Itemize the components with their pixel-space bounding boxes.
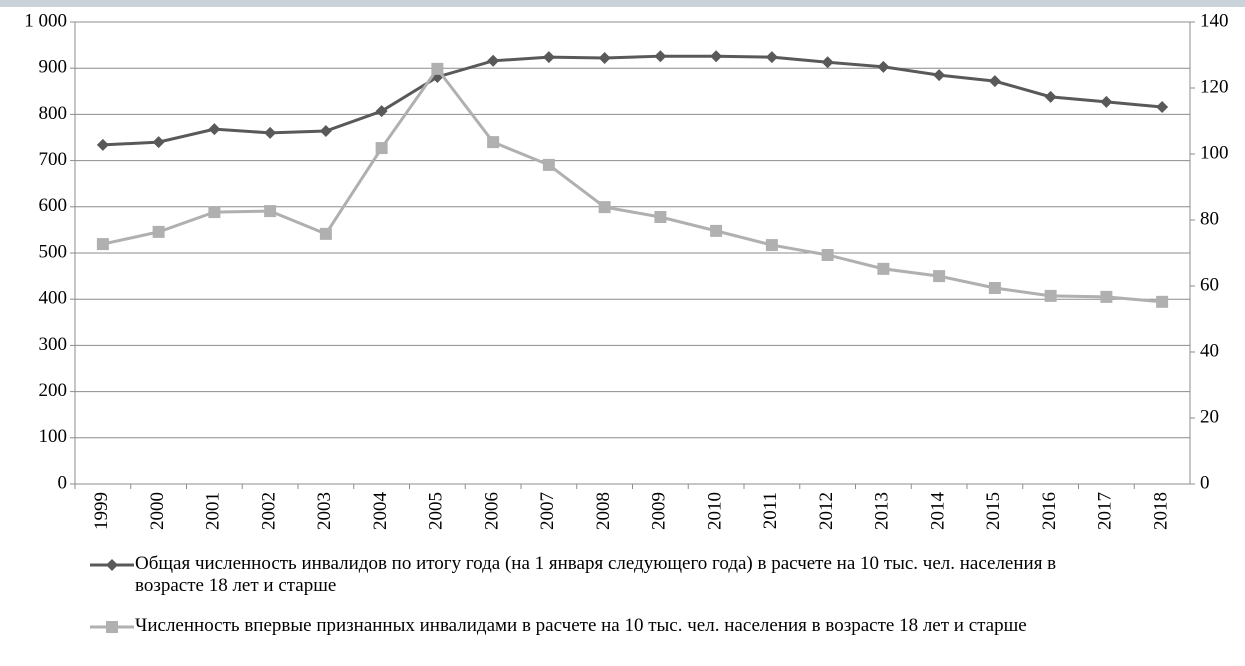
point xyxy=(710,50,723,63)
x-tick-label: 2015 xyxy=(983,492,1004,530)
point xyxy=(319,125,332,138)
y-tick-label: 900 xyxy=(39,57,68,78)
point xyxy=(877,60,890,73)
legend-marker xyxy=(106,621,118,633)
point xyxy=(96,138,109,151)
point xyxy=(375,142,388,155)
point xyxy=(208,123,221,136)
y-tick-label: 700 xyxy=(39,149,68,170)
point xyxy=(933,270,946,283)
point xyxy=(988,75,1001,88)
point xyxy=(487,54,500,67)
point xyxy=(654,211,667,224)
point xyxy=(264,205,277,218)
x-tick-label: 2003 xyxy=(314,492,335,530)
y-tick-label: 0 xyxy=(58,472,68,493)
point xyxy=(877,262,890,275)
point xyxy=(542,51,555,64)
point xyxy=(542,158,555,171)
point xyxy=(598,52,611,65)
y-tick-label: 100 xyxy=(39,426,68,447)
point xyxy=(821,56,834,69)
point xyxy=(431,62,444,75)
point xyxy=(152,225,165,238)
point xyxy=(765,51,778,64)
y2-tick-label: 100 xyxy=(1200,142,1229,163)
y-tick-label: 400 xyxy=(39,288,68,309)
point xyxy=(988,281,1001,294)
x-tick-label: 2009 xyxy=(649,492,670,530)
point xyxy=(821,248,834,261)
series-line xyxy=(102,66,1163,304)
x-tick-label: 2000 xyxy=(147,492,168,530)
x-tick-label: 2012 xyxy=(816,492,837,530)
y2-tick-label: 20 xyxy=(1200,406,1219,427)
y-tick-label: 300 xyxy=(39,334,68,355)
point xyxy=(1044,289,1057,302)
y2-tick-label: 40 xyxy=(1200,340,1219,361)
y-tick-label: 800 xyxy=(39,103,68,124)
point xyxy=(1156,295,1169,308)
point xyxy=(152,136,165,149)
x-tick-label: 2001 xyxy=(203,492,224,530)
y-tick-label: 200 xyxy=(39,380,68,401)
y2-tick-label: 120 xyxy=(1200,76,1229,97)
point xyxy=(598,201,611,214)
point xyxy=(375,105,388,118)
legend-marker xyxy=(106,559,118,571)
y-tick-label: 1 000 xyxy=(24,10,67,31)
y-tick-label: 600 xyxy=(39,195,68,216)
x-tick-label: 2016 xyxy=(1039,492,1060,530)
x-tick-label: 2018 xyxy=(1150,492,1171,530)
point xyxy=(1100,290,1113,303)
point xyxy=(319,227,332,240)
y2-tick-label: 140 xyxy=(1200,10,1229,31)
series-line xyxy=(102,54,1163,147)
x-tick-label: 2013 xyxy=(872,492,893,530)
point xyxy=(487,136,500,149)
x-tick-label: 2006 xyxy=(481,492,502,530)
y2-tick-label: 60 xyxy=(1200,274,1219,295)
x-tick-label: 2010 xyxy=(704,492,725,530)
point xyxy=(710,224,723,237)
x-tick-label: 1999 xyxy=(91,492,112,530)
point xyxy=(208,206,221,219)
x-tick-label: 2011 xyxy=(760,492,781,529)
x-tick-label: 2014 xyxy=(927,492,948,531)
point xyxy=(1044,90,1057,103)
x-tick-label: 2007 xyxy=(537,492,558,530)
y2-tick-label: 80 xyxy=(1200,208,1219,229)
x-tick-label: 2005 xyxy=(426,492,447,530)
y-tick-label: 500 xyxy=(39,241,68,262)
point xyxy=(654,50,667,63)
point xyxy=(264,126,277,139)
point xyxy=(1156,101,1169,114)
legend-label: Общая численность инвалидов по итогу год… xyxy=(135,553,1057,596)
legend-label: Численность впервые признанных инвалидам… xyxy=(135,615,1027,636)
x-tick-label: 2017 xyxy=(1095,492,1116,530)
top-band xyxy=(0,0,1245,7)
x-tick-label: 2004 xyxy=(370,492,391,531)
point xyxy=(933,69,946,82)
point xyxy=(1100,95,1113,108)
point xyxy=(765,239,778,252)
point xyxy=(96,238,109,251)
y2-tick-label: 0 xyxy=(1200,472,1210,493)
x-tick-label: 2002 xyxy=(258,492,279,530)
x-tick-label: 2008 xyxy=(593,492,614,530)
